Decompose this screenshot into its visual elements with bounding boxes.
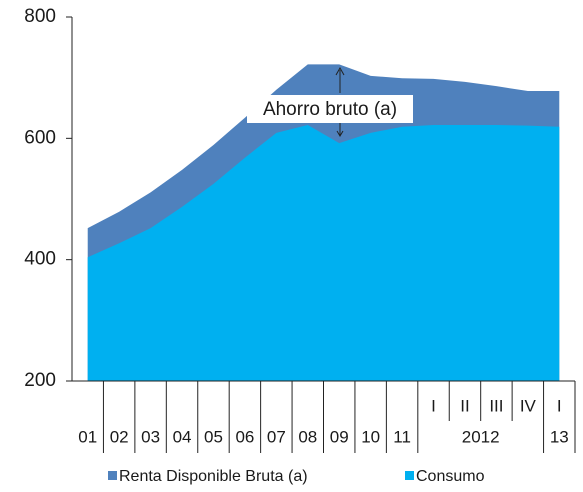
x-tick-label: 06 <box>235 427 254 446</box>
legend-swatch <box>405 471 414 480</box>
y-tick-label: 200 <box>24 370 56 391</box>
annotation: Ahorro bruto (a) <box>247 66 413 137</box>
x-tick-label: 09 <box>330 427 349 446</box>
y-tick-label: 800 <box>24 6 56 27</box>
legend-label: Consumo <box>416 468 485 485</box>
x-tick-label: 04 <box>173 427 192 446</box>
annotation-box <box>247 95 413 123</box>
x-group-label: 2012 <box>462 427 500 446</box>
x-tick-label: 02 <box>110 427 129 446</box>
x-tick-label: 10 <box>361 427 380 446</box>
x-tick-label: 08 <box>298 427 317 446</box>
arrow-up-head <box>335 66 345 76</box>
x-tick-label: 05 <box>204 427 223 446</box>
y-tick-label: 600 <box>24 127 56 148</box>
x-tick-label: III <box>489 396 503 415</box>
x-tick-label: II <box>460 396 469 415</box>
x-tick-label: IV <box>520 396 537 415</box>
legend-swatch <box>108 471 117 480</box>
x-group-label: 13 <box>550 427 569 446</box>
x-tick-label: I <box>557 396 562 415</box>
annotation-text: Ahorro bruto (a) <box>263 99 397 120</box>
x-tick-label: 01 <box>78 427 97 446</box>
area <box>87 124 560 381</box>
arrow-down-head <box>336 130 344 137</box>
x-tick-label: 03 <box>141 427 160 446</box>
plot-area <box>87 64 560 381</box>
x-tick-label: I <box>431 396 436 415</box>
x-tick-label: 11 <box>393 427 411 446</box>
x-tick-label: 07 <box>267 427 286 446</box>
y-tick-label: 400 <box>24 249 56 270</box>
legend-label: Renta Disponible Bruta (a) <box>119 468 308 485</box>
